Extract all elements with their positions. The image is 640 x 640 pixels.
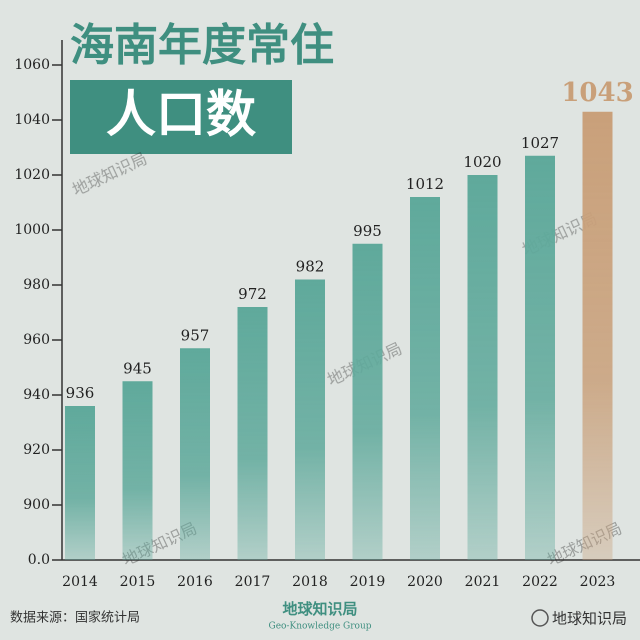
x-tick-label: 2017: [235, 574, 271, 590]
value-label: 1043: [561, 78, 633, 108]
bar: [295, 279, 325, 560]
bar: [410, 197, 440, 560]
x-tick-label: 2014: [62, 574, 98, 590]
bar: [467, 175, 498, 560]
y-tick-label: 1000: [14, 222, 50, 238]
watermark: 地球知识局: [69, 149, 150, 200]
y-tick-label: 940: [23, 387, 50, 403]
credit: 地球知识局: [552, 610, 627, 628]
value-label: 995: [353, 222, 382, 240]
weibo-icon: [531, 609, 549, 627]
value-label: 982: [296, 258, 325, 276]
x-tick-label: 2016: [177, 574, 213, 590]
value-label: 1012: [406, 175, 444, 193]
value-label: 945: [123, 359, 152, 377]
bar: [122, 381, 153, 560]
value-label: 1027: [521, 134, 559, 152]
x-tick-label: 2019: [350, 574, 386, 590]
value-label: 957: [181, 326, 210, 344]
bar: [582, 111, 613, 560]
source: 数据来源：国家统计局: [10, 610, 140, 626]
bar: [525, 155, 555, 560]
chart-title: 海南年度常住: [70, 20, 334, 71]
x-tick-label: 2018: [292, 574, 328, 590]
logo-sub: Geo-Knowledge Group: [269, 622, 372, 632]
x-tick-label: 2022: [522, 574, 558, 590]
y-tick-label: 1060: [14, 57, 50, 73]
x-tick-label: 2020: [407, 574, 443, 590]
bar: [65, 406, 95, 560]
bar: [180, 348, 210, 560]
value-label: 936: [66, 384, 95, 402]
x-tick-label: 2023: [580, 574, 616, 590]
y-tick-label: 900: [23, 497, 50, 513]
x-tick-label: 2015: [120, 574, 156, 590]
bar: [237, 307, 268, 560]
y-tick-label: 960: [23, 332, 50, 348]
value-label: 1020: [463, 153, 501, 171]
y-tick-label: 1040: [14, 112, 50, 128]
value-label: 972: [238, 285, 267, 303]
bar: [352, 243, 383, 560]
x-tick-label: 2021: [465, 574, 501, 590]
y-tick-label: 920: [23, 442, 50, 458]
title-box: [70, 80, 292, 154]
logo: 地球知识局: [282, 600, 357, 618]
y-tick-label: 980: [23, 277, 50, 293]
title-box-text: 人口数: [106, 86, 256, 144]
y-tick-label: 1020: [14, 167, 50, 183]
y-tick-label: 0.0: [28, 552, 50, 568]
